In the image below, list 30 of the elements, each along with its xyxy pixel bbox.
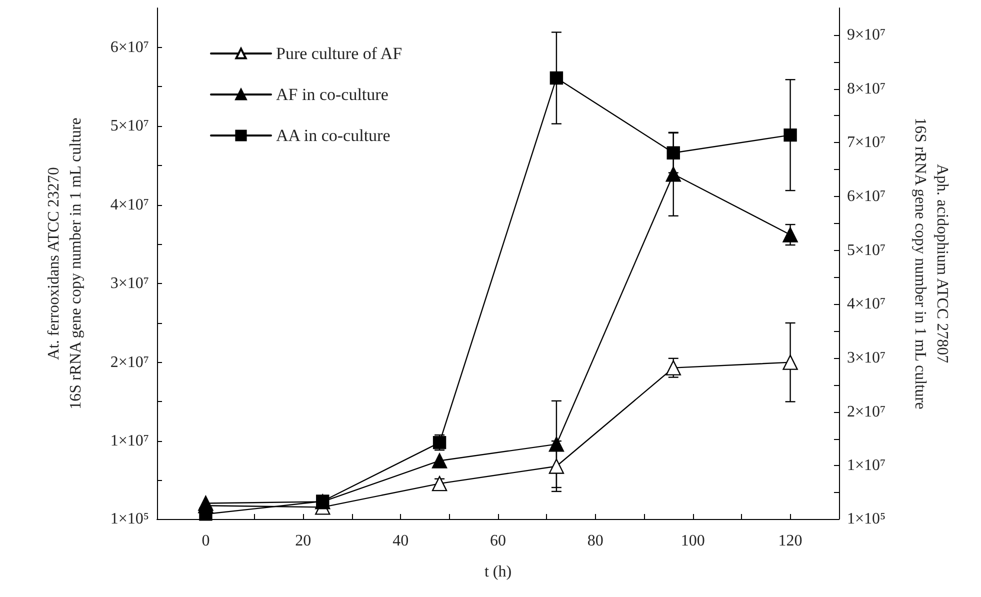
y2-tick-label: 2×10⁷ <box>847 403 886 420</box>
x-tick-label: 100 <box>680 532 705 550</box>
y-tick-label: 1×10⁷ <box>110 432 149 450</box>
y2-tick-label: 1×10⁷ <box>847 457 886 474</box>
y2-axis-title: Aph. acidophium ATCC 27807 16S rRNA gene copy number in 1 mL culture <box>912 118 950 410</box>
legend-label: AA in co-culture <box>276 126 390 145</box>
y2-tick-label: 5×10⁷ <box>847 242 886 259</box>
y-tick-label: 1×10⁵ <box>110 510 149 528</box>
y2-tick-label: 1×10⁵ <box>847 510 886 528</box>
y-tick-label: 6×10⁷ <box>110 38 149 56</box>
x-tick-label: 20 <box>295 532 312 550</box>
y-tick-label: 2×10⁷ <box>110 354 149 371</box>
legend-label: Pure culture of AF <box>276 44 402 63</box>
x-tick-label: 60 <box>490 532 506 550</box>
y2-tick-label: 3×10⁷ <box>847 350 886 366</box>
legend-label: AF in co-culture <box>276 85 388 104</box>
x-axis-title: t (h) <box>484 564 512 580</box>
y-tick-label: 4×10⁷ <box>110 196 149 214</box>
y2-tick-label: 9×10⁷ <box>847 26 886 44</box>
y2-tick-label: 7×10⁷ <box>847 134 886 152</box>
x-tick-label: 120 <box>778 532 802 550</box>
y2-tick-label: 4×10⁷ <box>847 296 886 313</box>
y-axis-title: At. ferrooxidans ATCC 23270 16S rRNA gene copy number in 1 mL culture <box>46 118 84 410</box>
y2-tick-label: 6×10⁷ <box>847 188 886 205</box>
x-tick-label: 40 <box>392 532 409 550</box>
x-tick-label: 80 <box>587 532 604 550</box>
x-tick-label: 0 <box>202 532 210 550</box>
y2-tick-label: 8×10⁷ <box>847 80 886 98</box>
y-tick-label: 3×10⁷ <box>110 275 149 292</box>
y-tick-label: 5×10⁷ <box>110 118 149 135</box>
